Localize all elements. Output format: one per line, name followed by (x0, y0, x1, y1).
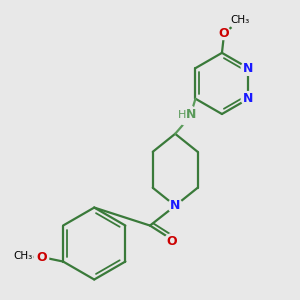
Text: N: N (170, 199, 180, 212)
Text: N: N (186, 108, 197, 122)
Circle shape (230, 11, 250, 31)
Text: N: N (243, 62, 254, 75)
Circle shape (164, 234, 179, 248)
Circle shape (217, 27, 230, 40)
Text: H: H (178, 110, 186, 120)
Text: O: O (218, 27, 229, 40)
Circle shape (176, 105, 196, 125)
Text: CH₃: CH₃ (230, 16, 250, 26)
Text: N: N (243, 92, 254, 105)
Circle shape (168, 199, 182, 213)
Text: O: O (166, 235, 177, 248)
Circle shape (34, 251, 49, 265)
Text: O: O (36, 251, 47, 264)
Circle shape (241, 61, 256, 75)
Circle shape (13, 246, 33, 266)
Text: CH₃: CH₃ (13, 251, 32, 261)
Circle shape (241, 92, 256, 106)
